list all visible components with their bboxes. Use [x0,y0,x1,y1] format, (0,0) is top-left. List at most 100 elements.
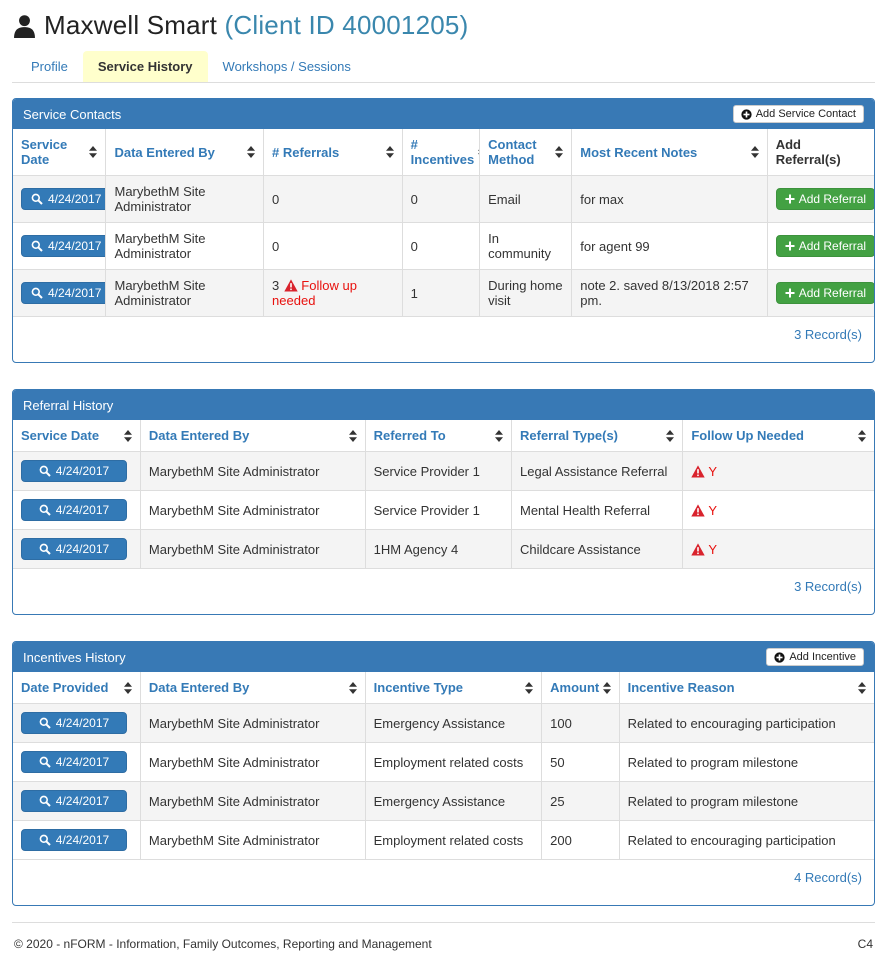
column-header-service-date[interactable]: Service Date [13,129,107,176]
column-header-incentives[interactable]: # Incentives [402,129,481,176]
view-date-button[interactable]: 4/24/2017 [21,538,127,560]
date-provided-cell: 4/24/2017 [13,781,141,821]
referral-history-table: Service Date Data Entered By Referred To Re… [13,420,874,569]
add-service-contact-button[interactable]: Add Service Contact [732,105,864,123]
date-provided-cell: 4/24/2017 [13,820,141,860]
column-label: # Incentives [410,137,475,167]
referral-count: 0 [272,191,280,207]
add-referral-label: Add Referral [798,192,867,206]
date-label: 4/24/2017 [55,794,110,808]
view-date-button[interactable]: 4/24/2017 [21,829,127,851]
warning-icon [284,279,298,292]
view-date-button[interactable]: 4/24/2017 [21,499,127,521]
view-date-button[interactable]: 4/24/2017 [21,751,127,773]
follow-up-flag: Y [708,502,717,518]
contact-method-cell: In community [479,222,573,270]
incentives-history-table: Date Provided Data Entered By Incentive Ty… [13,672,874,860]
data-entered-by-cell: MarybethM Site Administrator [140,703,366,743]
tab-workshops-sessions[interactable]: Workshops / Sessions [222,59,351,74]
data-entered-by-cell: MarybethM Site Administrator [140,490,366,530]
service-contact-row: 4/24/2017 MarybethM Site Administrator 0 0 I… [13,222,874,270]
amount-cell: 100 [541,703,620,743]
referral-row: 4/24/2017 MarybethM Site Administrator Ser… [13,490,874,530]
column-header-date-provided[interactable]: Date Provided [13,672,141,704]
search-icon [39,465,51,477]
add-referral-button[interactable]: Add Referral [775,282,874,304]
follow-up-needed-cell: Y [682,529,874,569]
tab-service-history[interactable]: Service History [82,51,208,82]
add-referral-button[interactable]: Add Referral [775,188,874,210]
service-contacts-title: Service Contacts [23,106,122,122]
most-recent-notes-cell: for agent 99 [571,222,768,270]
column-header-most-recent-notes[interactable]: Most Recent Notes [571,129,768,176]
column-header-data-entered-by[interactable]: Data Entered By [105,129,265,176]
tab-profile[interactable]: Profile [31,59,68,74]
column-header-contact-method[interactable]: Contact Method [479,129,573,176]
view-date-button[interactable]: 4/24/2017 [21,282,105,304]
column-label: Most Recent Notes [580,144,698,160]
add-referral-cell: Add Referral [767,222,874,270]
search-icon [39,717,51,729]
sort-icon [123,681,132,694]
referral-type-cell: Legal Assistance Referral [511,451,684,491]
service-contacts-header: Service Contacts Add Service Contact [13,99,874,129]
add-incentive-button[interactable]: Add Incentive [766,648,864,666]
incentive-reason-cell: Related to program milestone [619,742,874,782]
view-date-button[interactable]: 4/24/2017 [21,460,127,482]
most-recent-notes-cell: note 2. saved 8/13/2018 2:57 pm. [571,269,768,317]
column-header-incentive-type[interactable]: Incentive Type [365,672,543,704]
add-service-contact-label: Add Service Contact [755,108,856,120]
date-provided-cell: 4/24/2017 [13,742,141,782]
column-header-referred-to[interactable]: Referred To [365,420,513,452]
incentives-cell: 1 [402,269,481,317]
contact-method-cell: Email [479,175,573,223]
most-recent-notes-cell: for max [571,175,768,223]
column-label: # Referrals [272,144,340,160]
column-header-follow-up-needed[interactable]: Follow Up Needed [682,420,874,452]
column-label: Incentive Type [373,680,463,695]
plus-icon [785,194,795,204]
view-date-button[interactable]: 4/24/2017 [21,712,127,734]
plus-icon [785,288,795,298]
column-header-referral-type-s[interactable]: Referral Type(s) [511,420,684,452]
contact-method-cell: During home visit [479,269,573,317]
sort-icon [348,429,357,442]
view-date-button[interactable]: 4/24/2017 [21,790,127,812]
view-date-button[interactable]: 4/24/2017 [21,188,105,210]
incentive-reason-cell: Related to encouraging participation [619,703,874,743]
sort-icon [247,146,256,158]
column-header-service-date[interactable]: Service Date [13,420,141,452]
column-header-data-entered-by[interactable]: Data Entered By [140,672,366,704]
incentive-type-cell: Emergency Assistance [365,703,543,743]
add-referral-button[interactable]: Add Referral [775,235,874,257]
column-header-add-referral-s: Add Referral(s) [767,129,874,176]
referral-type-cell: Mental Health Referral [511,490,684,530]
referrals-cell: 0 [263,222,403,270]
client-name: Maxwell Smart [44,10,218,40]
search-icon [39,504,51,516]
referral-row: 4/24/2017 MarybethM Site Administrator Ser… [13,451,874,491]
follow-up-needed-text: Follow up needed [272,278,357,308]
date-label: 4/24/2017 [55,464,110,478]
incentive-row: 4/24/2017 MarybethM Site Administrator Emp… [13,742,874,782]
data-entered-by-cell: MarybethM Site Administrator [140,742,366,782]
column-label: Data Entered By [148,680,250,695]
column-header-referrals[interactable]: # Referrals [263,129,403,176]
add-referral-label: Add Referral [798,239,867,253]
search-icon [31,287,43,299]
incentives-cell: 0 [402,175,481,223]
follow-up-flag: Y [708,541,717,557]
view-date-button[interactable]: 4/24/2017 [21,235,105,257]
referral-count: 0 [272,238,280,254]
sort-icon [555,146,564,158]
column-header-data-entered-by[interactable]: Data Entered By [140,420,366,452]
sort-icon [525,681,534,694]
incentives-history-panel: Incentives History Add Incentive Date Pr… [12,641,875,906]
column-header-amount[interactable]: Amount [541,672,620,704]
data-entered-by-cell: MarybethM Site Administrator [140,451,366,491]
column-label: Amount [550,680,600,695]
sort-icon [858,681,866,694]
column-header-incentive-reason[interactable]: Incentive Reason [619,672,874,704]
incentive-type-cell: Emergency Assistance [365,781,543,821]
search-icon [39,756,51,768]
